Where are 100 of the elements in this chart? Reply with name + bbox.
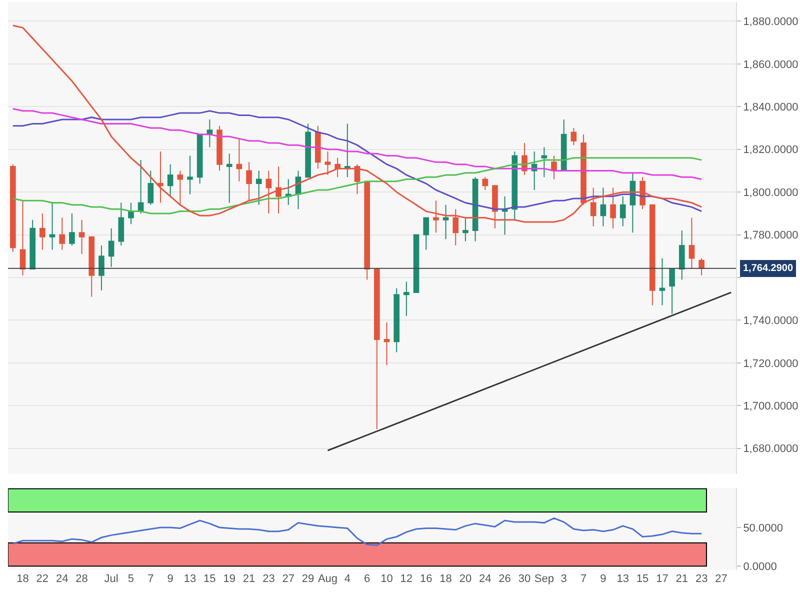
candlestick	[570, 128, 577, 146]
y-tick-label: 0.0000	[743, 560, 777, 573]
x-tick-label: 29	[302, 573, 314, 585]
candlestick	[354, 164, 360, 195]
candlestick	[649, 204, 656, 306]
candlestick	[640, 176, 646, 210]
candlestick	[305, 123, 311, 178]
x-tick-label: Sep	[534, 573, 554, 585]
candlestick	[344, 123, 350, 178]
candlestick	[40, 212, 46, 250]
line-series	[12, 110, 702, 212]
y-tick-label: 1,780.0000	[743, 230, 798, 242]
candlestick	[580, 134, 586, 206]
x-tick-label: 6	[364, 573, 370, 585]
candlestick	[49, 202, 56, 250]
x-tick-label: 21	[676, 573, 688, 585]
candlestick	[167, 164, 174, 197]
y-tick-label: 1,840.0000	[743, 102, 798, 114]
candlestick	[158, 151, 164, 204]
x-tick-label: 9	[167, 573, 174, 585]
x-tick-label: 3	[560, 573, 567, 585]
candlestick	[256, 170, 262, 206]
y-tick-label: 1,800.0000	[743, 186, 798, 199]
x-tick-label: 12	[400, 573, 413, 585]
x-tick-label: 15	[204, 573, 216, 585]
x-tick-label: 13	[616, 573, 629, 585]
x-tick-label: 4	[344, 573, 350, 585]
candlestick	[138, 160, 144, 214]
line-series	[12, 157, 702, 214]
candlestick	[206, 118, 213, 148]
x-tick-label: 23	[695, 573, 708, 585]
candlestick	[698, 258, 704, 276]
candlestick	[334, 157, 340, 178]
x-tick-label: 21	[242, 573, 256, 585]
candlestick	[78, 219, 85, 255]
y-tick-label: 1,860.0000	[743, 58, 798, 71]
x-tick-label: 19	[223, 573, 236, 585]
line-series	[12, 108, 702, 180]
candlestick	[688, 217, 695, 270]
candlestick	[472, 176, 478, 242]
y-tick-label: 1,720.0000	[743, 358, 798, 370]
x-tick-label: Jul	[104, 573, 118, 585]
candlestick	[404, 281, 410, 316]
candlestick	[59, 217, 66, 250]
candlestick	[462, 217, 468, 242]
candlestick	[108, 228, 114, 268]
candlestick	[442, 204, 449, 240]
candlestick	[324, 151, 331, 176]
ref-line-label: 1,764.2900	[743, 263, 794, 274]
x-tick-label: 24	[479, 573, 492, 585]
x-tick-label: 27	[715, 573, 728, 585]
y-tick-label: 50.0000	[743, 522, 783, 534]
candlestick	[98, 244, 104, 291]
candlestick	[423, 217, 430, 250]
candlestick	[187, 155, 193, 195]
y-tick-label: 1,740.0000	[743, 315, 798, 328]
x-tick-label: 26	[498, 573, 511, 585]
x-tick-label: 9	[600, 573, 606, 585]
candlestick	[266, 170, 272, 214]
x-tick-label: 30	[518, 573, 531, 585]
candlestick	[88, 236, 95, 298]
x-tick-label: 7	[580, 573, 587, 585]
candlestick	[20, 200, 26, 276]
candlestick	[118, 202, 124, 246]
candlestick	[541, 146, 548, 178]
candlestick	[128, 202, 134, 225]
x-tick-label: 5	[128, 573, 134, 585]
y-tick-label: 1,880.0000	[743, 16, 798, 28]
candlestick	[413, 234, 420, 293]
x-tick-label: Aug	[318, 573, 338, 585]
candlestick	[177, 170, 184, 206]
candlestick	[384, 322, 390, 366]
candlestick	[69, 212, 75, 246]
candlestick	[226, 153, 232, 204]
x-tick-label: 24	[56, 573, 68, 585]
candlestick	[246, 162, 252, 202]
candlestick	[394, 288, 400, 353]
candlestick	[512, 151, 518, 220]
y-tick-label: 1,820.0000	[743, 144, 798, 156]
candlestick	[364, 180, 370, 280]
candlestick	[482, 176, 488, 190]
x-tick-label: 23	[262, 573, 275, 585]
candlestick	[276, 166, 282, 214]
candlestick	[678, 230, 685, 280]
x-tick-label: 20	[459, 573, 472, 585]
x-tick-label: 17	[656, 573, 668, 585]
x-tick-label: 15	[636, 573, 649, 585]
x-tick-label: 16	[420, 573, 432, 585]
x-tick-label: 27	[282, 573, 295, 585]
x-tick-label: 10	[380, 573, 393, 585]
candlestick	[669, 268, 675, 314]
candlestick	[314, 125, 321, 170]
candlestick	[620, 196, 626, 227]
y-tick-label: 1,700.0000	[743, 400, 798, 413]
candlestick	[374, 268, 380, 430]
candlestick	[630, 172, 636, 234]
x-tick-label: 22	[36, 573, 49, 585]
line-series	[12, 517, 702, 546]
candlestick	[551, 155, 557, 180]
candlestick	[600, 187, 606, 227]
